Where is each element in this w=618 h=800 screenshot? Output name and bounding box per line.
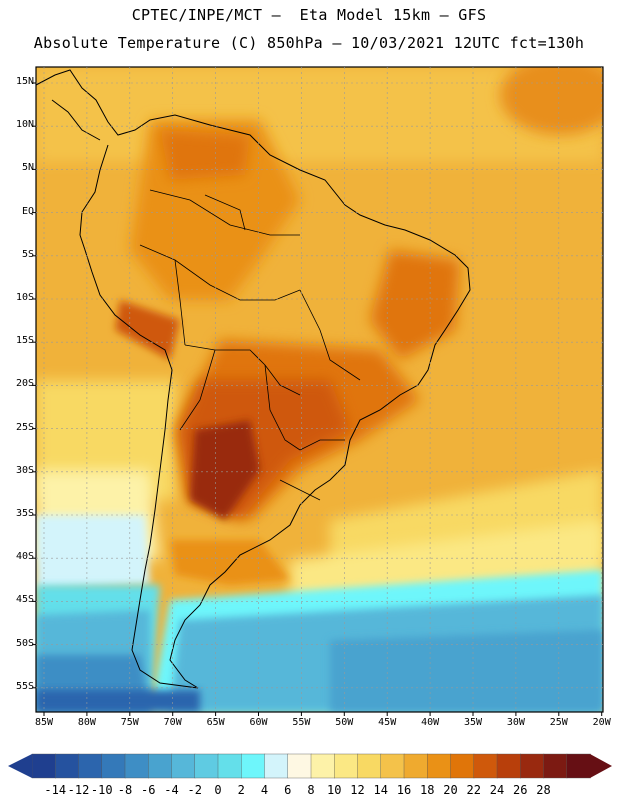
lat-label: 15N <box>15 76 34 87</box>
colorbar-swatch <box>543 753 568 779</box>
lat-label: 35S <box>15 508 34 519</box>
colorbar-label: 16 <box>396 783 412 797</box>
colorbar-label: 26 <box>513 783 528 797</box>
plot-frame <box>35 66 604 713</box>
colorbar-label: 2 <box>237 783 245 797</box>
lon-label: 65W <box>206 717 225 728</box>
colorbar-label: 14 <box>373 783 388 797</box>
lat-label: 20S <box>15 378 34 390</box>
colorbar-label: 12 <box>350 783 365 797</box>
colorbar-swatch <box>566 753 591 779</box>
colorbar-swatch <box>241 753 266 779</box>
colorbar-label: 0 <box>214 783 222 797</box>
colorbar-label: 10 <box>327 783 342 797</box>
colorbar-swatch <box>124 753 149 779</box>
colorbar-min-arrow <box>8 754 32 778</box>
colorbar-swatch <box>450 753 475 779</box>
colorbar-label: 28 <box>536 783 551 797</box>
lat-label: 10S <box>15 292 34 303</box>
lat-label: 30S <box>15 464 34 476</box>
colorbar-label: 4 <box>260 783 269 797</box>
colorbar-swatch <box>287 753 312 779</box>
colorbar-swatch <box>264 753 289 779</box>
colorbar <box>8 753 612 779</box>
colorbar-swatch <box>148 753 173 779</box>
lon-label: 50W <box>335 717 354 728</box>
temperature-field <box>36 67 603 712</box>
axis-ticks <box>32 82 603 716</box>
colorbar-swatch <box>473 753 498 779</box>
lon-label: 45W <box>378 717 397 728</box>
colorbar-label: -10 <box>90 783 113 797</box>
colorbar-swatch <box>380 753 405 779</box>
lon-label: 20W <box>592 717 611 728</box>
lon-label: 30W <box>506 717 525 728</box>
colorbar-label: 20 <box>443 783 458 797</box>
colorbar-label: -2 <box>187 783 202 797</box>
lat-label: 5N <box>21 162 34 174</box>
coastline <box>36 69 471 689</box>
colorbar-label: -6 <box>141 783 156 797</box>
lat-label: 25S <box>15 421 34 433</box>
colorbar-label: 6 <box>284 783 292 797</box>
lat-label: 5S <box>21 248 34 260</box>
lat-label: 10N <box>15 119 34 131</box>
lon-label: 85W <box>34 717 54 728</box>
colorbar-label: 18 <box>420 783 435 797</box>
colorbar-swatch <box>31 753 56 779</box>
lon-label: 25W <box>549 717 568 728</box>
colorbar-swatch <box>194 753 219 779</box>
colorbar-swatch <box>496 753 521 779</box>
lon-label: 35W <box>463 717 483 728</box>
lat-label: 45S <box>15 594 34 606</box>
lon-label: 60W <box>249 717 268 728</box>
colorbar-max-arrow <box>590 754 612 778</box>
lat-label: 40S <box>15 551 34 563</box>
colorbar-label: -12 <box>67 783 90 797</box>
map-title: CPTEC/INPE/MCT – Eta Model 15km – GFS <box>131 6 487 24</box>
colorbar-label: 22 <box>466 783 481 797</box>
lon-label: 40W <box>421 717 440 728</box>
lat-label: 55S <box>15 680 34 692</box>
lon-label: 55W <box>292 717 311 728</box>
colorbar-label: -8 <box>117 783 133 797</box>
colorbar-label: -4 <box>164 783 179 797</box>
lon-label: 70W <box>163 717 182 728</box>
colorbar-label: 8 <box>307 783 315 797</box>
colorbar-swatch <box>171 753 196 779</box>
colorbar-swatch <box>78 753 103 779</box>
country-borders <box>139 189 361 501</box>
colorbar-swatch <box>520 753 545 779</box>
colorbar-label: 24 <box>489 783 505 797</box>
colorbar-swatch <box>55 753 80 779</box>
colorbar-swatch <box>427 753 452 779</box>
lon-label: 75W <box>120 717 139 728</box>
colorbar-swatch <box>310 753 335 779</box>
lat-label: 50S <box>15 637 34 649</box>
colorbar-swatch <box>403 753 428 779</box>
map-subtitle: Absolute Temperature (C) 850hPa – 10/03/… <box>33 34 585 52</box>
lat-label: EQ <box>21 205 34 217</box>
lon-label: 80W <box>77 717 96 728</box>
colorbar-swatch <box>357 753 382 779</box>
lat-label: 15S <box>15 335 34 347</box>
colorbar-swatch <box>334 753 359 779</box>
colorbar-swatch <box>217 753 242 779</box>
colorbar-swatch <box>101 753 126 779</box>
colorbar-label: -14 <box>44 783 67 797</box>
